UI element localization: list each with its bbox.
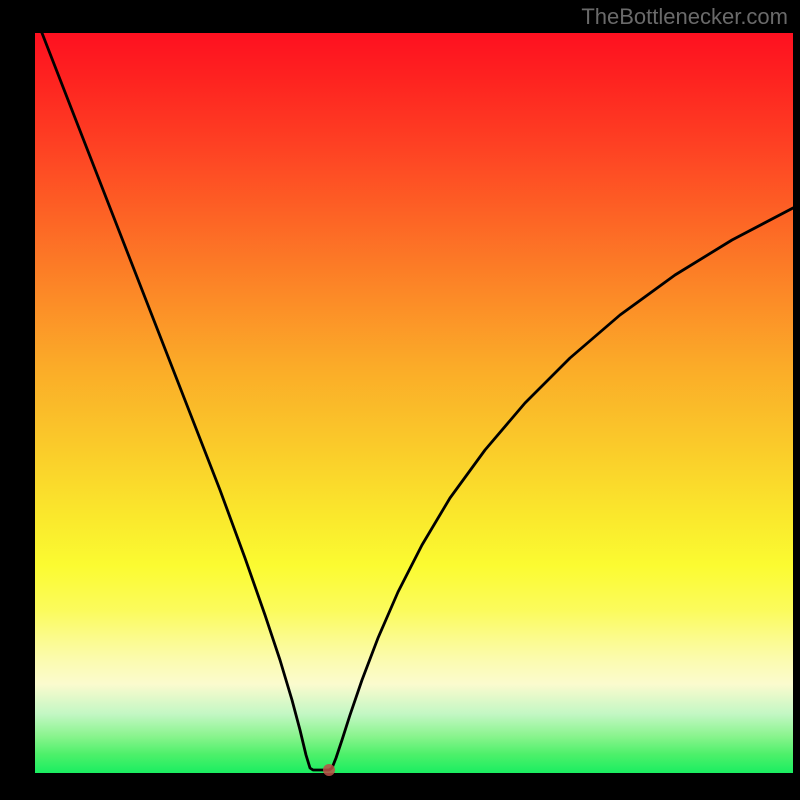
chart-svg: [0, 0, 800, 800]
watermark-text: TheBottlenecker.com: [581, 4, 788, 30]
optimal-point-marker: [323, 764, 335, 776]
bottleneck-chart: [35, 33, 793, 773]
gradient-background: [35, 33, 793, 773]
